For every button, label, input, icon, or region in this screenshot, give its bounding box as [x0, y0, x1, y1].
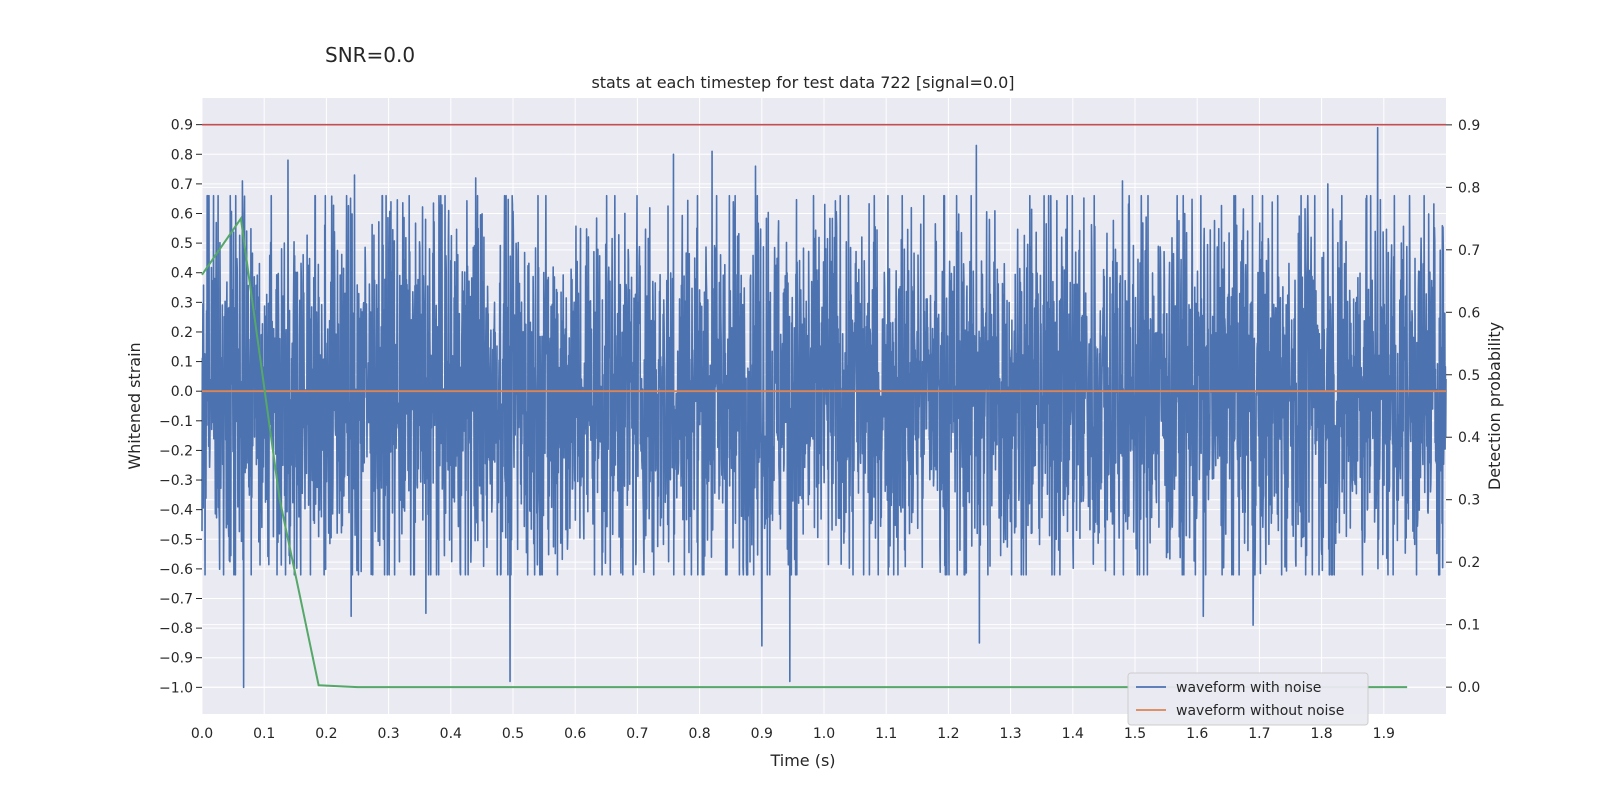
- x-tick-label: 1.2: [937, 726, 959, 742]
- x-tick-label: 0.8: [688, 726, 710, 742]
- x-tick-label: 0.5: [502, 726, 524, 742]
- y2-tick-label: 0.4: [1458, 430, 1480, 446]
- y-tick-label: −0.7: [159, 592, 193, 608]
- legend-label-noise: waveform with noise: [1176, 680, 1321, 696]
- y-tick-label: −0.1: [159, 414, 193, 430]
- legend-label-clean: waveform without noise: [1176, 703, 1344, 719]
- series-waveform-with-noise: [201, 126, 1447, 689]
- suptitle: SNR=0.0: [325, 43, 415, 67]
- x-tick-label: 0.1: [253, 726, 275, 742]
- y2-tick-label: 0.5: [1458, 368, 1480, 384]
- y-axis-label: Whitened strain: [125, 342, 144, 469]
- x-tick-label: 0.3: [377, 726, 399, 742]
- y-axis-right-label: Detection probability: [1485, 322, 1504, 490]
- y2-tick-label: 0.8: [1458, 180, 1480, 196]
- legend: waveform with noise waveform without noi…: [1127, 672, 1369, 726]
- y-tick-label: 0.9: [171, 118, 193, 134]
- x-tick-label: 1.3: [999, 726, 1021, 742]
- y2-tick-label: 0.2: [1458, 555, 1480, 571]
- y-tick-label: −1.0: [159, 680, 193, 696]
- y-tick-label: −0.6: [159, 562, 193, 578]
- x-tick-label: 0.6: [564, 726, 586, 742]
- y-tick-label: 0.0: [171, 384, 193, 400]
- y-tick-label: 0.4: [171, 266, 193, 282]
- legend-box: [1127, 672, 1369, 726]
- x-tick-label: 0.9: [751, 726, 773, 742]
- y-tick-label: 0.5: [171, 236, 193, 252]
- y-tick-label: 0.3: [171, 295, 193, 311]
- y-tick-label: 0.8: [171, 147, 193, 163]
- y-tick-label: 0.6: [171, 207, 193, 223]
- x-tick-label: 1.9: [1373, 726, 1395, 742]
- y-tick-label: −0.8: [159, 621, 193, 637]
- y-tick-label: −0.3: [159, 473, 193, 489]
- series-layer: [201, 123, 1447, 689]
- x-tick-label: 1.0: [813, 726, 835, 742]
- y-axis-left: 0.9 0.8 0.7 0.6 0.5 0.4 0.3 0.2 0.1 0.0 −0.1 −0.2 −0…: [159, 118, 202, 696]
- y2-tick-label: 0.9: [1458, 118, 1480, 134]
- x-tick-label: 1.8: [1310, 726, 1332, 742]
- x-tick-label: 1.7: [1248, 726, 1270, 742]
- y-tick-label: −0.2: [159, 443, 193, 459]
- chart-title: stats at each timestep for test data 722…: [591, 73, 1014, 92]
- y-tick-label: 0.2: [171, 325, 193, 341]
- x-tick-label: 1.1: [875, 726, 897, 742]
- y2-tick-label: 0.0: [1458, 680, 1480, 696]
- x-tick-label: 1.6: [1186, 726, 1208, 742]
- plot-area: [201, 98, 1447, 714]
- x-tick-label: 1.5: [1124, 726, 1146, 742]
- x-axis: 0.0 0.1 0.2 0.3 0.4 0.5 0.6 0.7 0.8 0.9 1.0 1.1 1.2 1…: [191, 726, 1395, 742]
- x-tick-label: 1.4: [1062, 726, 1084, 742]
- x-tick-label: 0.7: [626, 726, 648, 742]
- y-tick-label: −0.4: [159, 503, 193, 519]
- x-axis-label: Time (s): [769, 751, 835, 770]
- x-tick-label: 0.2: [315, 726, 337, 742]
- x-tick-label: 0.4: [440, 726, 462, 742]
- y2-tick-label: 0.1: [1458, 618, 1480, 634]
- y2-tick-label: 0.7: [1458, 243, 1480, 259]
- y-axis-right: 0.9 0.8 0.7 0.6 0.5 0.4 0.3 0.2 0.1 0.0: [1446, 118, 1480, 696]
- y2-tick-label: 0.6: [1458, 305, 1480, 321]
- y2-tick-label: 0.3: [1458, 493, 1480, 509]
- y-tick-label: −0.9: [159, 651, 193, 667]
- x-tick-label: 0.0: [191, 726, 213, 742]
- series-detection-probability: [201, 215, 1408, 689]
- y-tick-label: 0.7: [171, 177, 193, 193]
- y-tick-label: 0.1: [171, 355, 193, 371]
- y-tick-label: −0.5: [159, 532, 193, 548]
